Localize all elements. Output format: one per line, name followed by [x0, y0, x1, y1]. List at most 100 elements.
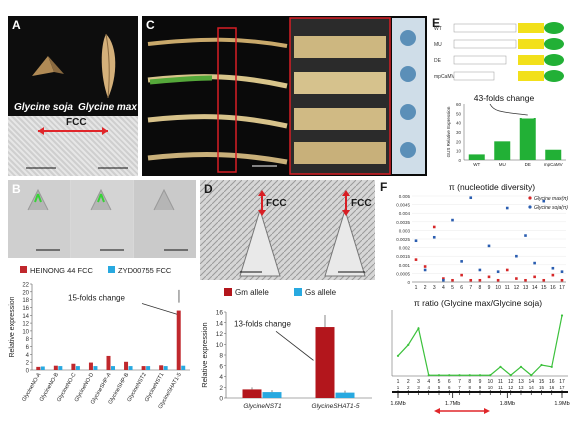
b-micrographs [8, 180, 196, 258]
y-tick-label: 8 [26, 337, 30, 343]
x-tick-label: 10 [495, 285, 501, 291]
bar [53, 365, 58, 370]
bar [40, 366, 45, 370]
x-tick-label: 10 [487, 379, 493, 385]
panel-b-letter: B [12, 182, 21, 196]
x-tick-label: 4 [427, 379, 430, 385]
genome-tick-label: 1.8Mb [500, 401, 515, 407]
x-tick-label: 15 [539, 379, 545, 385]
data-point [396, 354, 400, 357]
y-tick-label: 8 [219, 353, 223, 360]
y-tick-label: 0.005 [399, 194, 411, 199]
data-point [530, 374, 533, 377]
x-tick-label: 3 [433, 285, 436, 291]
y-tick-label: 50 [456, 111, 462, 116]
region-label: 2 [407, 385, 410, 390]
region-label: 8 [468, 385, 471, 390]
bar [36, 366, 41, 370]
data-point [550, 365, 553, 368]
y-tick-label: 0 [407, 280, 410, 285]
x-tick-label: WT [473, 162, 480, 167]
data-point [417, 327, 420, 330]
x-tick-label: 8 [468, 379, 471, 385]
y-tick-label: 14 [216, 320, 224, 327]
data-point [540, 363, 543, 367]
bar [315, 327, 335, 398]
panel-e: E WT MU DE mpCaMV 0 10 20 30 40 50 60 GUS Relat… [430, 16, 573, 176]
region-label: 3 [417, 385, 420, 390]
y-tick-label: 0.004 [399, 211, 411, 216]
x-tick-label: 7 [458, 379, 461, 385]
fcc-label-a: FCC [66, 117, 87, 128]
legend-swatch [224, 288, 232, 296]
x-tick-label: 6 [460, 285, 463, 291]
bar [128, 366, 133, 370]
region-label: 17 [559, 385, 565, 390]
data-point [407, 343, 410, 346]
bar [93, 366, 98, 370]
y-tick-label: 4 [219, 374, 223, 381]
x-tick-label: 16 [550, 285, 556, 291]
y-tick-label: 16 [216, 310, 224, 317]
y-tick-label: 0.0005 [396, 271, 410, 276]
data-point [442, 277, 445, 280]
region-label: 12 [508, 385, 514, 390]
x-tick-label: GlycineSHAT1-5 [312, 403, 360, 410]
data-point [509, 374, 512, 377]
data-point [551, 266, 555, 270]
region-arrow-head [484, 408, 490, 414]
legend-swatch [528, 205, 532, 209]
y-tick-label: 10 [216, 342, 224, 349]
bar [141, 366, 146, 370]
region-label: 1 [397, 385, 400, 390]
panel-d-letter: D [204, 182, 213, 196]
construct-diagram: WT MU DE mpCaMV [434, 22, 564, 82]
pi-ratio-chart: π ratio (Glycine max/Glycine soja)1 2 3 4 5 6… [390, 298, 570, 414]
construct-label: MU [434, 42, 442, 48]
genome-tick-label: 1.7Mb [445, 401, 460, 407]
bar [159, 365, 164, 370]
annotation-arrow [141, 303, 178, 315]
y-tick-label: 6 [219, 363, 223, 370]
bar [75, 366, 80, 370]
annotation-label: 43-folds change [474, 94, 535, 103]
data-point [414, 239, 418, 243]
legend-label: HEINONG 44 FCC [30, 266, 94, 275]
bar [146, 366, 151, 370]
seed-pod-illustration [32, 33, 116, 99]
d-micrographs [200, 180, 375, 280]
data-point [460, 273, 463, 277]
legend-swatch [528, 196, 532, 200]
legend-swatch [294, 288, 302, 296]
x-tick-label: 12 [514, 285, 520, 291]
y-tick-label: 12 [216, 331, 224, 338]
panel-f-letter: F [380, 180, 388, 194]
y-tick-label: 20 [456, 139, 462, 144]
data-point [478, 268, 482, 272]
y-tick-label: 0.0045 [396, 203, 410, 208]
species-label-max: Glycine max [78, 102, 137, 113]
panel-b: B [8, 180, 196, 258]
y-tick-label: 12 [22, 322, 29, 328]
fcc-label-d1: FCC [266, 198, 287, 209]
legend-label: Gm allele [235, 288, 269, 297]
data-point [542, 278, 546, 282]
bar [242, 389, 262, 398]
x-tick-label: 9 [479, 379, 482, 385]
data-point [505, 268, 509, 272]
panel-a: A Glycine soja Glycine max FCC [8, 16, 138, 176]
expression-chart-d: Gm allele Gs allele 0 2 4 6 8 10 12 14 16 Relative … [200, 288, 372, 410]
x-tick-label: 13 [523, 285, 529, 291]
bar [88, 362, 93, 370]
x-tick-label: 5 [438, 379, 441, 385]
region-label: 14 [529, 385, 535, 390]
data-point [414, 258, 418, 261]
nucleotide-diversity-chart: π (nucleotide diversity) 0 0.0005 0.001 0.00… [396, 182, 568, 291]
bar [519, 118, 536, 160]
y-tick-label: 0.0025 [396, 237, 410, 242]
data-point [489, 374, 492, 377]
legend-label: Glycine soja(π) [534, 205, 568, 211]
data-point [560, 270, 564, 273]
region-label: 15 [539, 385, 545, 390]
